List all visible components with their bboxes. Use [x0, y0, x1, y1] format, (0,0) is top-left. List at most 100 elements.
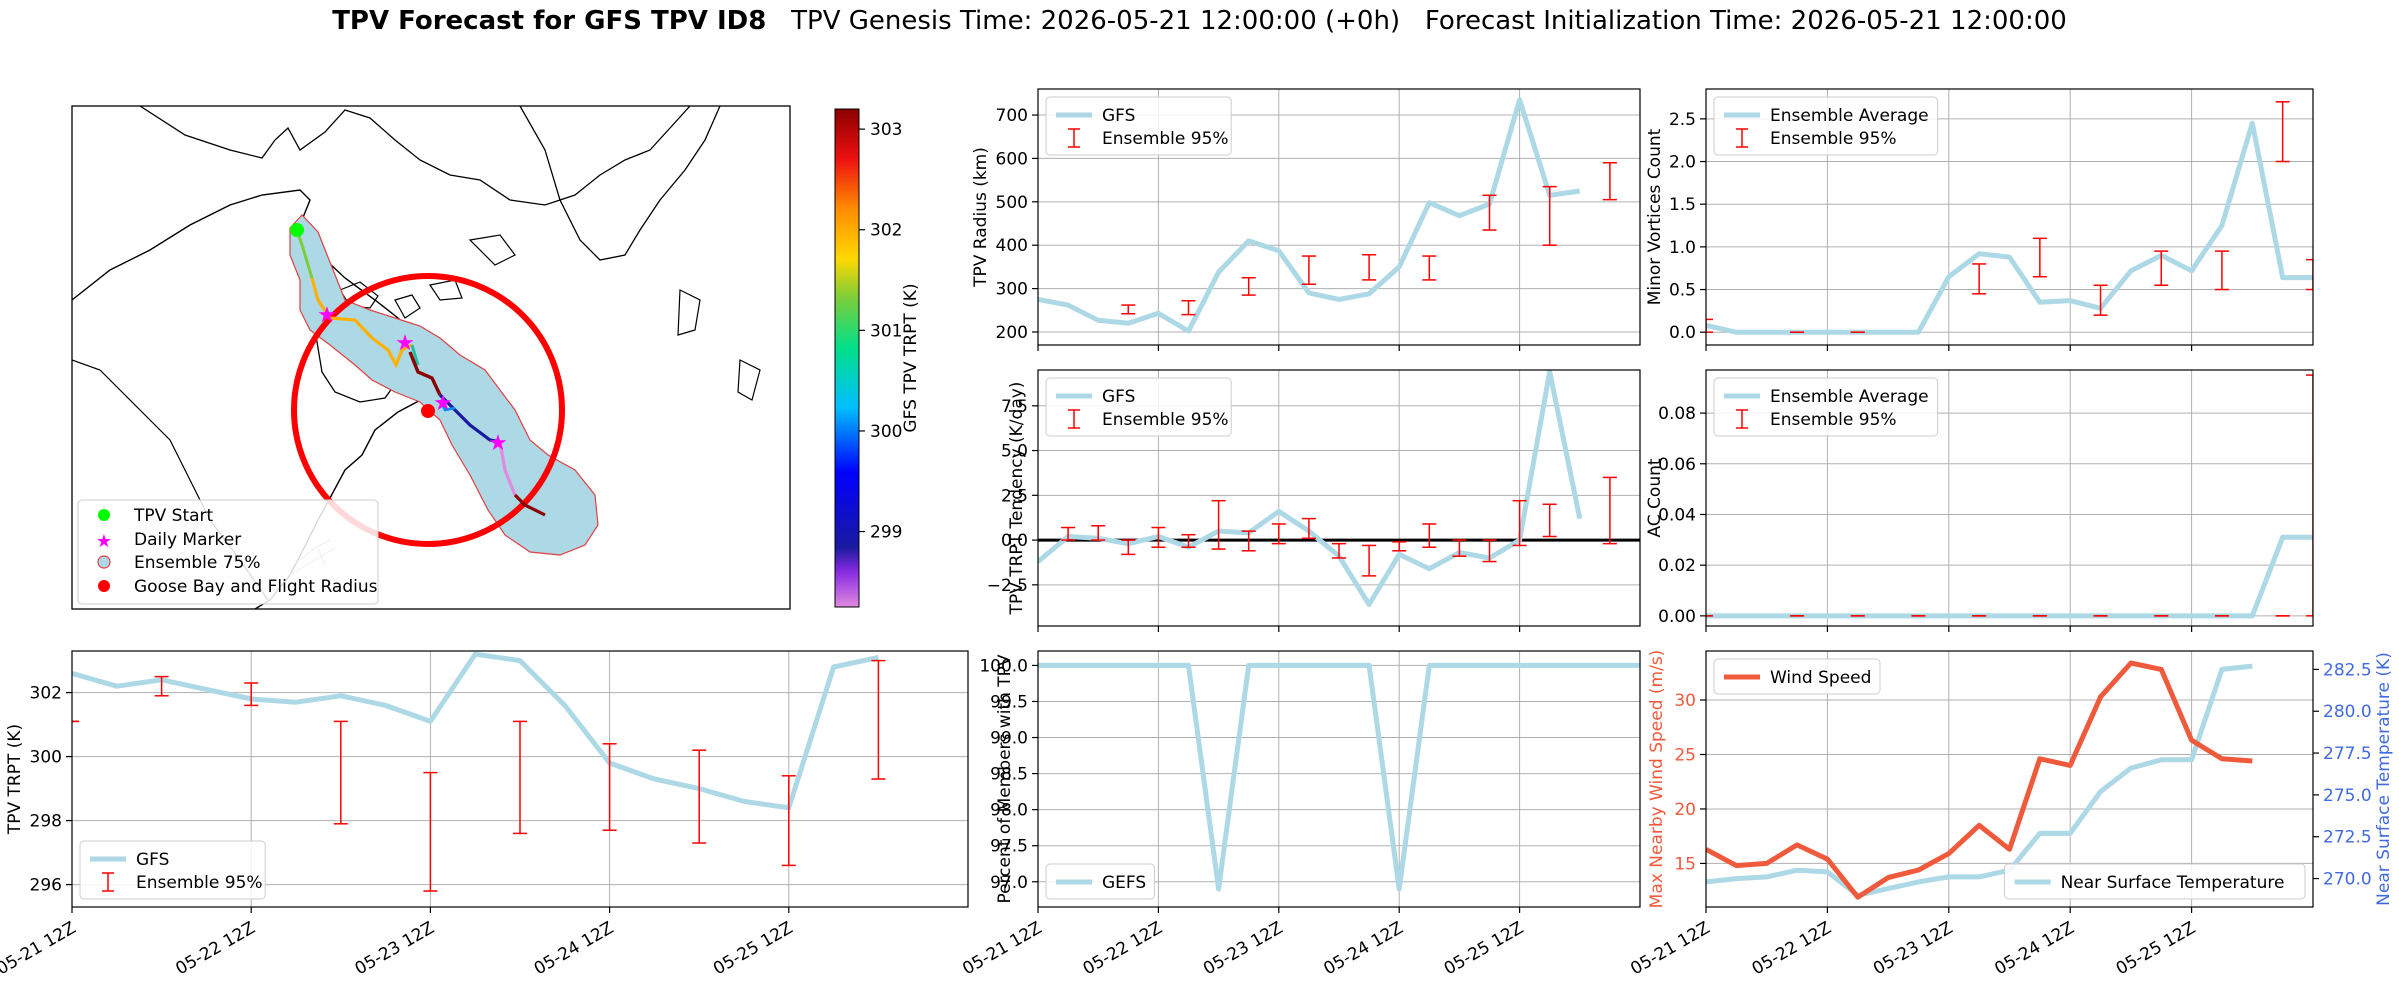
y-tick-label: 100.0 — [979, 656, 1028, 676]
ensemble-errorbar — [1301, 517, 1316, 540]
y-tick-label: 298 — [30, 812, 62, 832]
ensemble-errorbar — [1542, 185, 1557, 246]
y-tick-label: 0.0 — [1669, 323, 1696, 343]
x-tick-label: 05-23 12Z — [1200, 918, 1286, 979]
ensemble-errorbar — [1241, 276, 1256, 296]
y-tick-label: 0.0 — [1001, 531, 1028, 551]
y-tick-label: 300 — [996, 280, 1028, 300]
y-tick-label: 5.0 — [1001, 442, 1028, 462]
track-seg-5 — [438, 393, 501, 444]
title-init: Forecast Initialization Time: 2026-05-21… — [1424, 6, 2067, 36]
colorbar-label: GFS TPV TRPT (K) — [901, 283, 921, 432]
y-tick-label: 7.5 — [1001, 397, 1028, 417]
x-tick-label: 05-25 12Z — [710, 918, 796, 979]
x-tick-label: 05-24 12Z — [531, 918, 617, 979]
colorbar-tick-label: 300 — [870, 422, 902, 442]
legend-box — [2004, 863, 2306, 900]
x-tick-label: 05-24 12Z — [1991, 918, 2077, 979]
plot-area-wind_temp — [1706, 660, 2253, 900]
tpv-start-marker — [290, 223, 304, 237]
ensemble-errorbar — [1301, 255, 1316, 286]
legend-label-ensemble: Ensemble 75% — [134, 553, 261, 573]
ensemble-errorbar — [1422, 255, 1437, 281]
ensemble-errorbar — [333, 720, 348, 825]
panel-members: 97.0 97.5 98.0 98.5 99.0 99.5 100.0 05-21 12Z 05… — [959, 650, 1641, 979]
y2-tick-label: 277.5 — [2323, 744, 2372, 764]
colorbar-tick-label: 301 — [870, 321, 902, 341]
ensemble-errorbar — [1706, 318, 1713, 333]
daily-marker: ★ — [488, 431, 508, 456]
legend-box — [79, 840, 266, 900]
y-tick-label: −2.5 — [987, 576, 1028, 596]
plot-area-members — [1038, 662, 1640, 892]
axes-frame — [1705, 650, 2314, 908]
y-tick-label: 0.02 — [1658, 556, 1696, 576]
ensemble-errorbar — [1091, 524, 1106, 541]
ensemble-errorbar — [1602, 476, 1617, 545]
ensemble-errorbar — [1241, 530, 1256, 552]
ensemble-errorbar — [1332, 542, 1346, 559]
ensemble-errorbar — [602, 743, 617, 831]
x-tick-label: 05-21 12Z — [959, 918, 1045, 979]
track-seg-7 — [498, 441, 517, 496]
y-tick-label: 0.08 — [1658, 404, 1696, 424]
ensemble-errorbar — [244, 682, 259, 707]
ensemble-errorbar — [1211, 499, 1226, 550]
x-tick-label: 05-25 12Z — [2113, 918, 2199, 979]
map-legend-box — [77, 499, 379, 605]
x-tick-label: 05-23 12Z — [352, 918, 438, 979]
legend-box — [1045, 863, 1155, 900]
legend-label: GFS — [1102, 106, 1135, 126]
y-tick-label: 600 — [996, 149, 1028, 169]
y-tick-label: 296 — [30, 876, 62, 896]
y-axis-label: TPV TRPT Tendency (K/day) — [1007, 382, 1027, 616]
plot-area-ac — [1706, 374, 2313, 619]
figure-title: TPV Forecast for GFS TPV ID8 TPV Genesis… — [0, 6, 2399, 36]
x-tick-label: 05-22 12Z — [1080, 918, 1166, 979]
legend-label-goosebay: Goose Bay and Flight Radius — [134, 577, 378, 597]
ensemble-average-line — [1706, 120, 2313, 335]
map-frame — [71, 105, 791, 610]
y-axis-label: TPV Radius (km) — [971, 147, 991, 288]
y-tick-label: 0.00 — [1658, 607, 1696, 627]
ensemble-errorbar — [513, 720, 527, 835]
legend-label: Ensemble 95% — [1770, 129, 1897, 149]
flight-radius-circle — [291, 273, 565, 547]
plot-area-trpt — [72, 651, 886, 892]
y-tick-label: 1.5 — [1669, 195, 1696, 215]
y-axis-label: TPV TRPT (K) — [5, 724, 25, 835]
legend-label: Ensemble 95% — [1102, 129, 1229, 149]
y2-tick-label: 275.0 — [2323, 786, 2372, 806]
daily-marker: ★ — [395, 331, 415, 356]
track-seg-3 — [410, 344, 420, 366]
legend-label: GFS — [1102, 387, 1135, 407]
colorbar-gradient — [834, 108, 860, 608]
y-axis-label: Percent of Members with TPV — [995, 654, 1015, 903]
panel-radius: 200 300 400 500 600 700 TPV Radius (km) GFS Ense… — [971, 88, 1641, 351]
y-tick-label: 300 — [30, 748, 62, 768]
y-tick-label: 2.5 — [1669, 110, 1696, 130]
x-tick-label: 05-22 12Z — [1749, 918, 1835, 979]
ensemble-errorbar — [2154, 250, 2169, 287]
map-area: ★ ★ ★ ★ ★ — [72, 106, 790, 609]
y2-tick-label: 272.5 — [2323, 828, 2372, 848]
x-tick-label: 05-21 12Z — [1627, 918, 1713, 979]
gfs-line — [72, 651, 879, 811]
legend-label: GFS — [136, 850, 169, 870]
ensemble-errorbar — [692, 749, 707, 844]
ensemble-errorbar — [1602, 162, 1617, 201]
ensemble-errorbar — [1362, 544, 1377, 577]
y-tick-label: 97.0 — [990, 873, 1028, 893]
ensemble-errorbar — [2306, 258, 2313, 291]
y-axis-label: Max Nearby Wind Speed (m/s) — [1647, 650, 1667, 909]
ensemble-errorbar — [871, 659, 886, 780]
ensemble-errorbar — [1181, 299, 1196, 316]
legend-ensemble-icon — [97, 555, 111, 569]
legend-box — [1713, 658, 1881, 695]
y-tick-label: 2.5 — [1001, 486, 1028, 506]
legend-box — [1045, 377, 1232, 437]
legend-label: Ensemble Average — [1770, 387, 1929, 407]
coastline-greenland — [519, 106, 721, 261]
legend-label: Wind Speed — [1770, 668, 1871, 688]
